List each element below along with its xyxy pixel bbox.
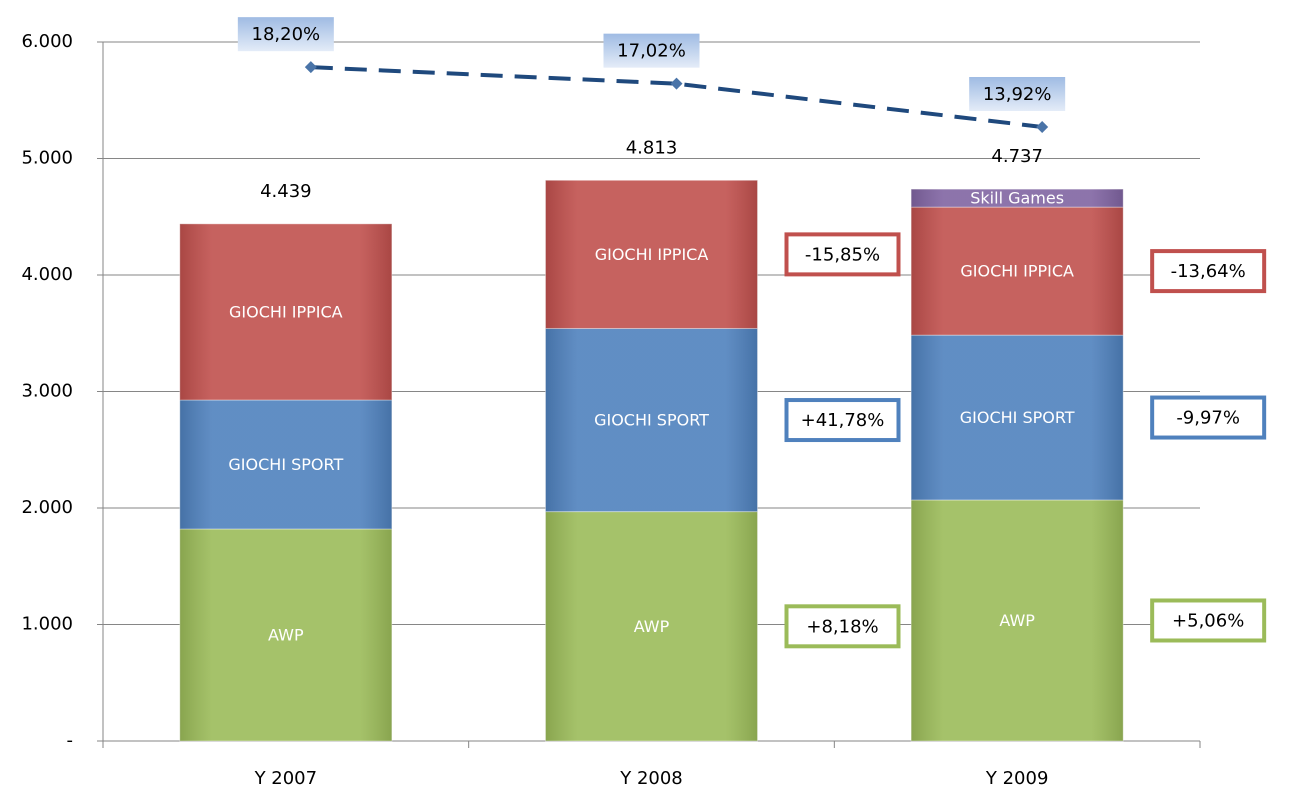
change-box	[784, 232, 901, 277]
x-tick-label: Y 2008	[619, 768, 683, 789]
bar-shade	[179, 223, 392, 401]
line-label-box	[603, 33, 700, 68]
segment-label: AWP	[268, 625, 304, 644]
segment-label: GIOCHI SPORT	[594, 411, 709, 430]
bar-shade	[545, 511, 758, 741]
line-label: 18,20%	[252, 24, 321, 45]
segment-label: GIOCHI IPPICA	[960, 262, 1074, 281]
segment-label: GIOCHI SPORT	[960, 408, 1075, 427]
y-tick-label: 2.000	[21, 497, 73, 518]
y-tick-label: 6.000	[21, 31, 73, 52]
y-tick-label: 3.000	[21, 381, 73, 402]
change-label: -15,85%	[805, 244, 880, 265]
line-marker	[670, 77, 683, 90]
line-label: 17,02%	[617, 41, 686, 62]
change-box	[1150, 249, 1267, 294]
x-tick-label: Y 2007	[254, 768, 318, 789]
line-marker	[304, 61, 317, 74]
y-tick-label: 5.000	[21, 148, 73, 169]
change-box	[1150, 598, 1267, 643]
segment-label: AWP	[999, 611, 1035, 630]
bar-shade	[179, 528, 392, 741]
x-tick-label: Y 2009	[985, 768, 1049, 789]
y-tick-label: 1.000	[21, 614, 73, 635]
bar-shade	[545, 180, 758, 329]
change-label: -13,64%	[1171, 261, 1246, 282]
total-label: 4.813	[626, 137, 678, 158]
change-box	[784, 398, 901, 443]
bar-shade	[911, 335, 1124, 500]
segment-label: Skill Games	[970, 189, 1064, 208]
change-box	[1150, 395, 1267, 440]
change-label: +8,18%	[806, 616, 878, 637]
bar-shade	[911, 189, 1124, 208]
bar-shade	[911, 499, 1124, 741]
y-tick-label: -	[67, 730, 74, 751]
total-label: 4.439	[260, 181, 312, 202]
line-label: 13,92%	[983, 84, 1052, 105]
segment-label: GIOCHI IPPICA	[595, 245, 709, 264]
change-label: +41,78%	[801, 410, 885, 431]
bar-shade	[545, 328, 758, 512]
line-label-box	[237, 17, 334, 52]
change-label: -9,97%	[1176, 408, 1240, 429]
y-tick-label: 4.000	[21, 264, 73, 285]
line-label-box	[969, 76, 1066, 111]
segment-label: GIOCHI SPORT	[228, 455, 343, 474]
line-marker	[1036, 120, 1049, 133]
total-label: 4.737	[991, 146, 1043, 167]
line	[310, 65, 1043, 129]
bar-shade	[179, 400, 392, 529]
segment-label: GIOCHI IPPICA	[229, 302, 343, 321]
change-label: +5,06%	[1172, 610, 1244, 631]
change-box	[784, 604, 901, 649]
bar-shade	[911, 207, 1124, 336]
segment-label: AWP	[634, 617, 670, 636]
